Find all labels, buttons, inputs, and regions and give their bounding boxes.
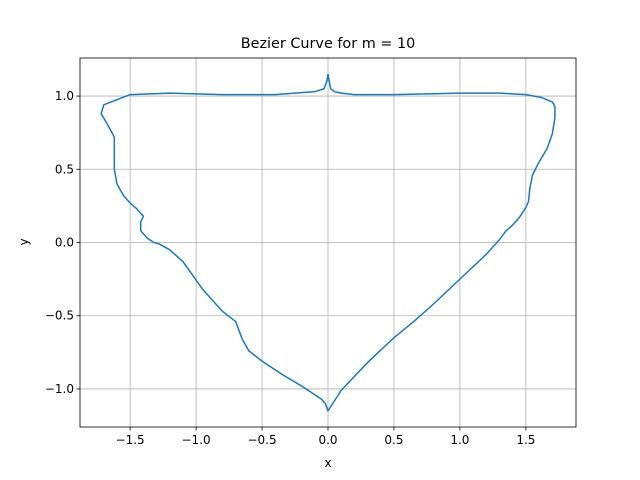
y-tick-label: 0.5 <box>55 162 74 176</box>
x-tick-label: 1.0 <box>450 433 469 447</box>
x-axis-ticks: −1.5 −1.0 −0.5 0.0 0.5 1.0 1.5 <box>116 427 535 447</box>
y-tick-label: −1.0 <box>45 382 74 396</box>
x-tick-label: −1.0 <box>182 433 211 447</box>
y-tick-label: 1.0 <box>55 89 74 103</box>
y-tick-label: −0.5 <box>45 309 74 323</box>
y-axis-label: y <box>17 238 31 245</box>
y-tick-label: 0.0 <box>55 236 74 250</box>
x-tick-label: 0.5 <box>384 433 403 447</box>
grid-lines <box>80 58 576 427</box>
x-tick-label: 0.0 <box>318 433 337 447</box>
chart-title: Bezier Curve for m = 10 <box>241 36 416 52</box>
x-axis-label: x <box>324 456 331 470</box>
x-tick-label: 1.5 <box>516 433 535 447</box>
y-axis-ticks: −1.0 −0.5 0.0 0.5 1.0 <box>45 89 80 396</box>
x-tick-label: −0.5 <box>247 433 276 447</box>
bezier-curve-line <box>100 73 556 412</box>
x-tick-label: −1.5 <box>116 433 145 447</box>
